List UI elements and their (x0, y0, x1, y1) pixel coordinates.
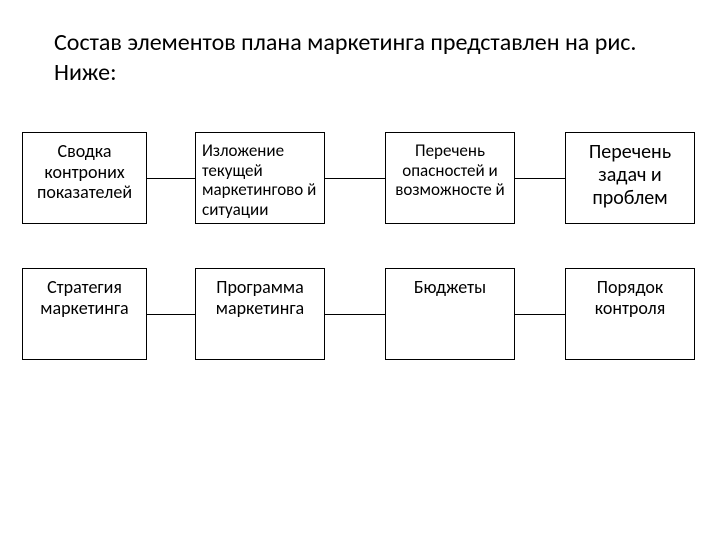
box-label: Перечень опасностей и возможносте й (392, 141, 508, 200)
box-control-order: Порядок контроля (565, 268, 695, 360)
box-marketing-program: Программа маркетинга (195, 268, 325, 360)
connector (515, 178, 565, 179)
box-label: Стратегия маркетинга (29, 277, 140, 318)
box-label: Программа маркетинга (202, 277, 318, 318)
box-marketing-strategy: Стратегия маркетинга (22, 268, 147, 360)
box-label: Перечень задач и проблем (572, 141, 688, 210)
box-label: Бюджеты (414, 277, 486, 298)
connector (147, 314, 195, 315)
box-tasks-problems: Перечень задач и проблем (565, 132, 695, 224)
connector (325, 314, 385, 315)
connector (147, 178, 195, 179)
page-title: Состав элементов плана маркетинга предст… (54, 28, 674, 88)
box-current-situation: Изложение текущей маркетингово й ситуаци… (195, 132, 325, 224)
box-label: Порядок контроля (572, 277, 688, 318)
box-threats-opportunities: Перечень опасностей и возможносте й (385, 132, 515, 224)
box-budgets: Бюджеты (385, 268, 515, 360)
connector (515, 314, 565, 315)
box-summary-indicators: Сводка контроних показателей (22, 132, 147, 224)
box-label: Изложение текущей маркетингово й ситуаци… (202, 141, 318, 219)
diagram-canvas: Состав элементов плана маркетинга предст… (0, 0, 720, 540)
box-label: Сводка контроних показателей (29, 141, 140, 203)
connector (325, 178, 385, 179)
